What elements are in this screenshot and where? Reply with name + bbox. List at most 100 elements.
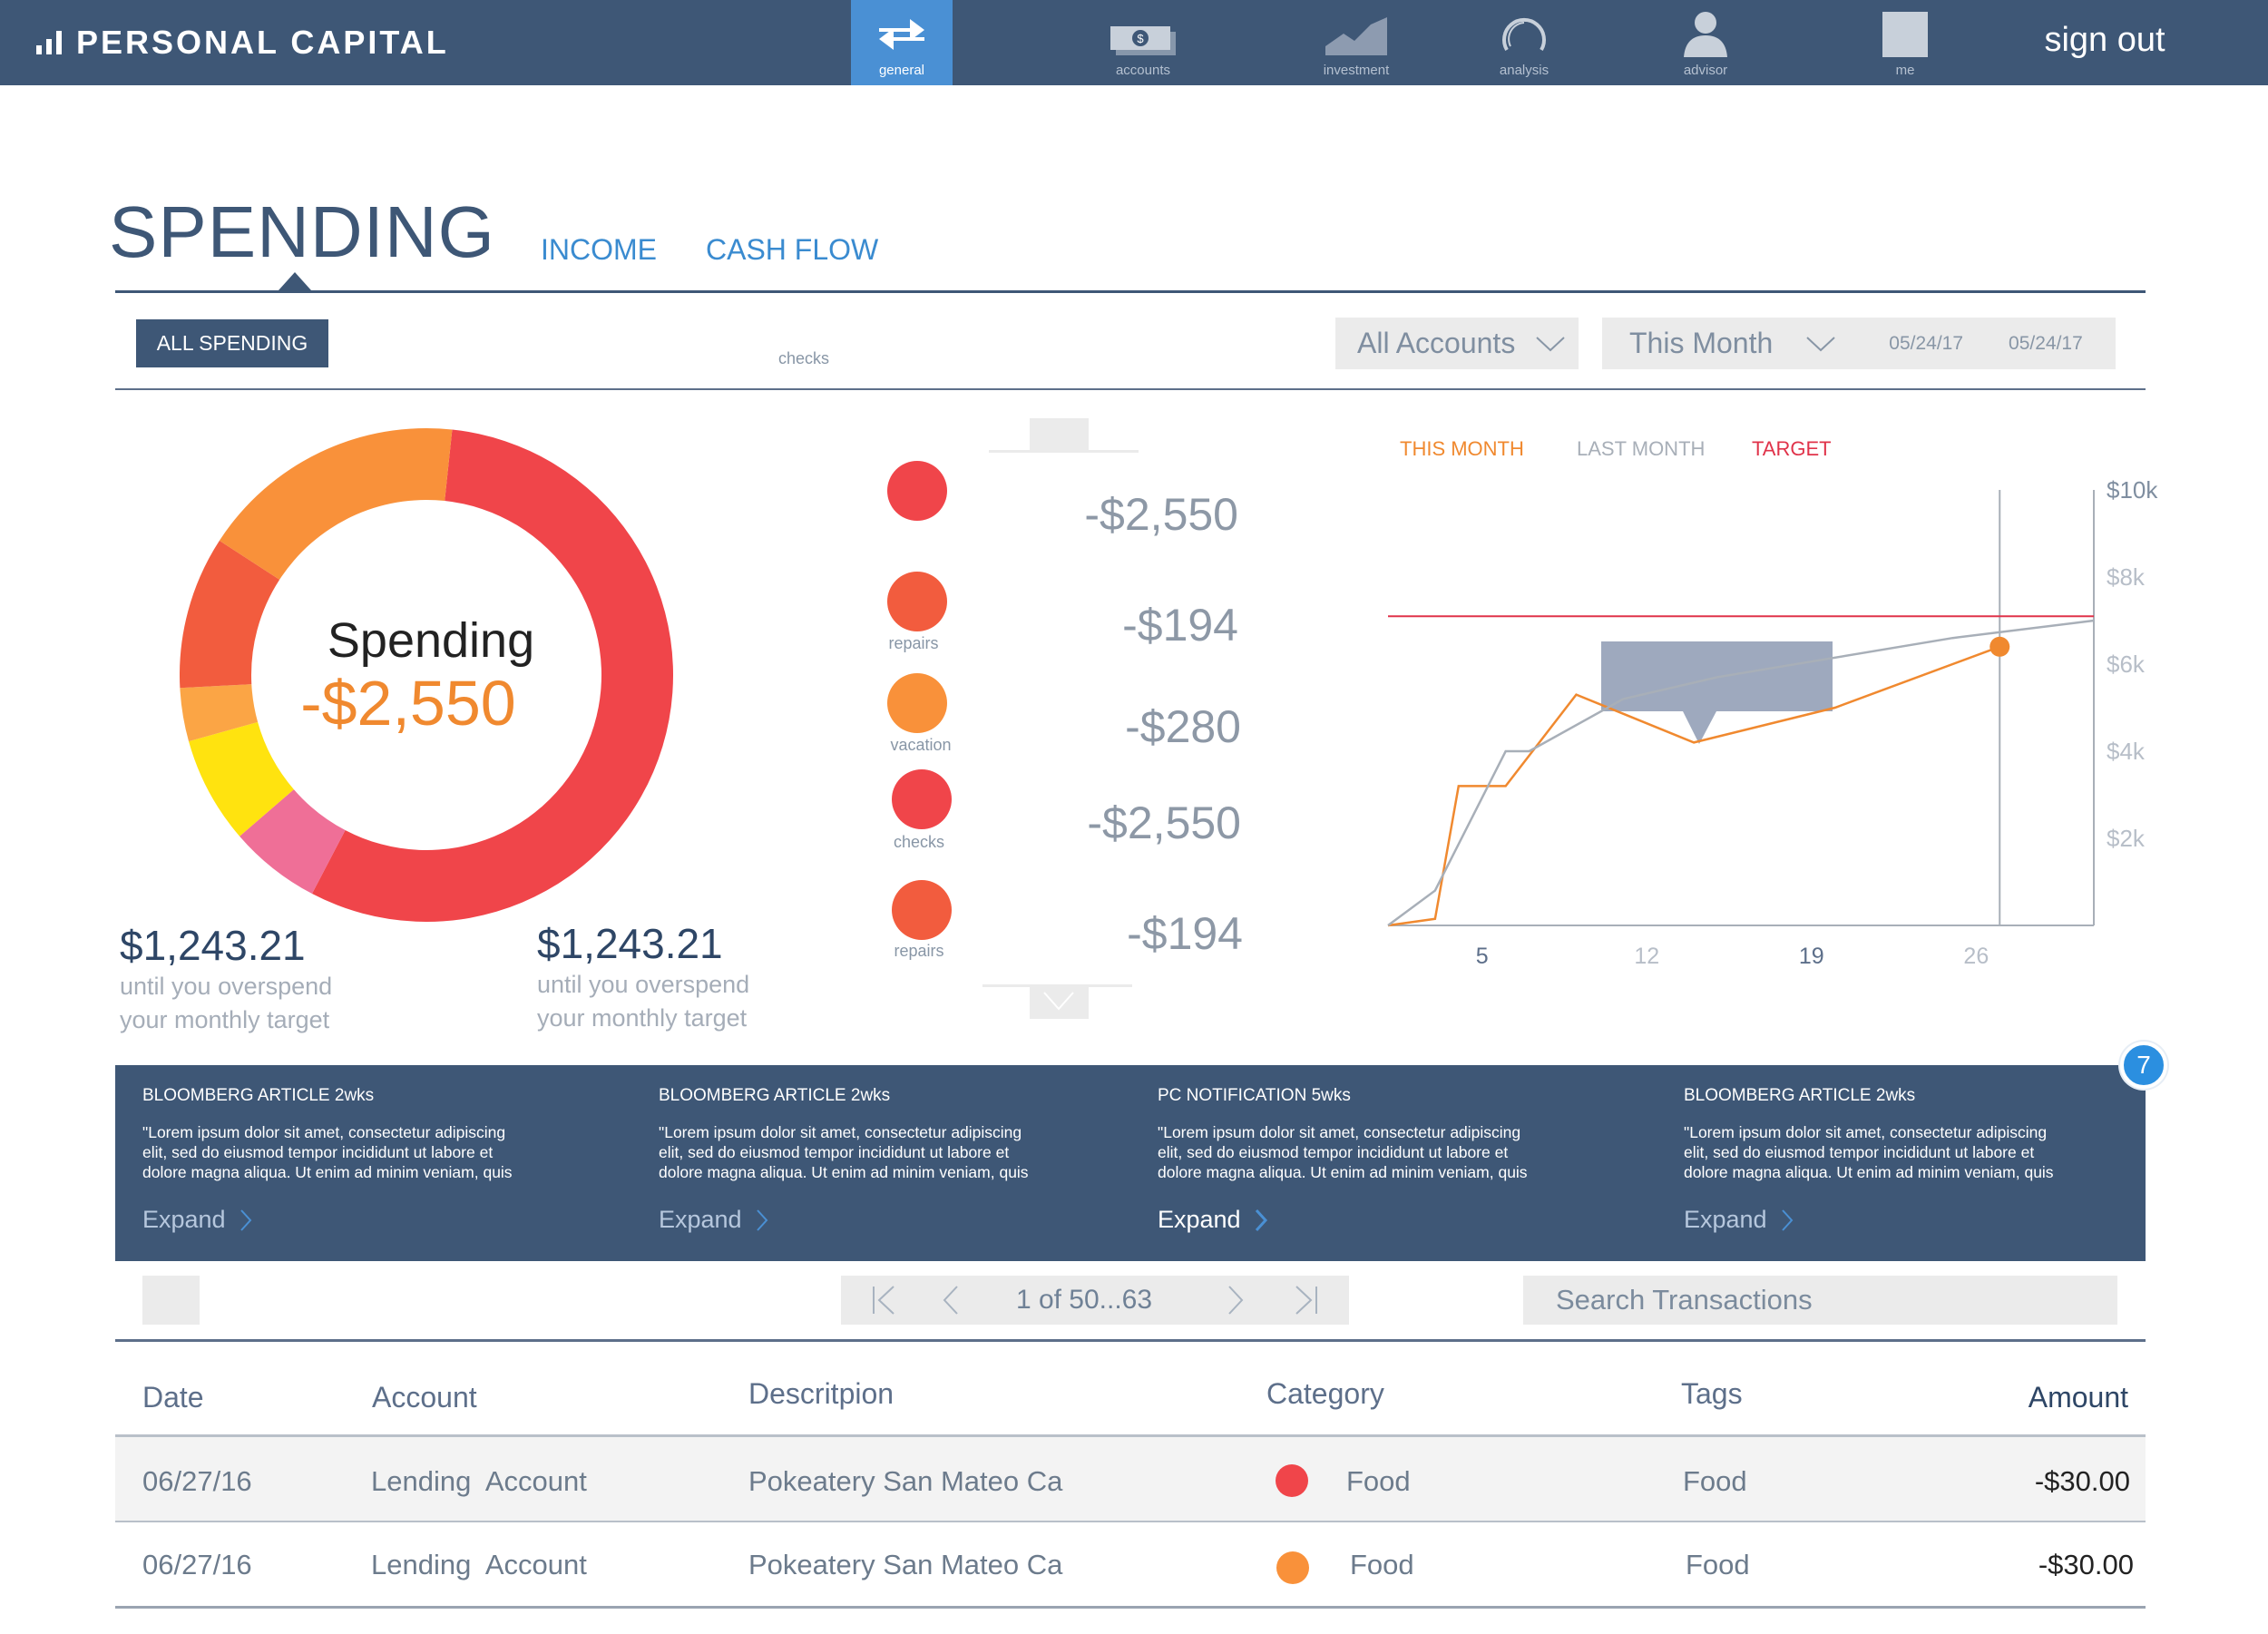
nav-label: accounts [1115,63,1171,78]
category-dot[interactable] [892,769,952,829]
category-color-dot [1276,1464,1308,1497]
news-line: dolore magna aliqua. Ut enim ad minim ve… [659,1163,1029,1181]
category-amount: -$194 [1122,600,1238,651]
column-header-tags[interactable]: Tags [1681,1377,1743,1410]
scroll-up-button[interactable] [1030,418,1089,450]
nav-item-me[interactable]: me [1860,0,1950,85]
cell-tags[interactable]: Food [1686,1549,1750,1580]
column-header-amount[interactable]: Amount [2028,1381,2128,1414]
nav-item-advisor[interactable]: advisor [1660,0,1751,85]
target-note: until you overspend [537,971,750,998]
table-row[interactable] [115,1437,2146,1521]
category-amount: -$2,550 [1087,797,1241,848]
divider [115,388,2146,390]
all-spending-button[interactable]: ALL SPENDING [136,319,328,367]
person-icon [1684,12,1727,57]
news-line: elit, sed do eiusmod tempor incididunt u… [142,1143,494,1161]
search-transactions-input[interactable] [1523,1276,2117,1325]
accounts-dropdown-value: All Accounts [1357,327,1516,359]
cash-icon: $ [1110,26,1176,55]
series-line-last-month[interactable] [1387,619,2095,927]
date-from[interactable]: 05/24/17 [1889,332,1964,354]
divider [982,984,1132,987]
tab-spending[interactable]: SPENDING [109,191,495,272]
donut-segment[interactable] [180,540,280,689]
category-dot[interactable] [892,880,952,940]
chevron-right-icon [1255,1208,1267,1231]
sign-out-button[interactable]: sign out [2044,20,2165,59]
donut-segment[interactable] [240,789,346,895]
target-amount: $1,243.21 [120,922,306,969]
category-dot[interactable] [887,572,947,631]
news-item: BLOOMBERG ARTICLE 2wks "Lorem ipsum dolo… [142,1086,542,1234]
news-body: "Lorem ipsum dolor sit amet, consectetur… [659,1122,1058,1182]
category-dot[interactable] [887,673,947,733]
category-amount: -$194 [1127,908,1243,959]
series-line-this-month[interactable] [1387,645,2000,927]
divider [115,1339,2146,1342]
category-label: vacation [890,736,952,754]
news-line: dolore magna aliqua. Ut enim ad minim ve… [1684,1163,2054,1181]
period-dropdown[interactable]: This Month 05/24/17 05/24/17 [1602,318,2116,369]
cell-description: Pokeatery San Mateo Ca [748,1465,1063,1497]
active-tab-caret-icon [279,272,311,290]
news-item: BLOOMBERG ARTICLE 2wks "Lorem ipsum dolo… [1684,1086,2083,1234]
nav-item-general[interactable]: general [851,0,953,85]
donut-segment[interactable] [180,684,259,742]
y-tick-label: $8k [2107,563,2146,591]
brand-logo[interactable]: PERSONAL CAPITAL [36,20,449,65]
nav-label: me [1895,63,1915,78]
first-page-icon[interactable] [870,1285,897,1316]
column-header-category[interactable]: Category [1266,1377,1384,1410]
cell-category[interactable]: Food [1346,1465,1411,1497]
donut-segment[interactable] [189,721,294,837]
chart-marker-point[interactable] [1989,636,2010,657]
chevron-down-icon [1043,992,1074,1011]
tab-income[interactable]: INCOME [541,233,657,266]
spending-donut-chart[interactable] [180,428,673,922]
svg-text:$: $ [1137,32,1144,45]
scroll-down-button[interactable] [1030,987,1089,1019]
news-line: "Lorem ipsum dolor sit amet, consectetur… [1684,1123,2048,1141]
last-page-icon[interactable] [1293,1285,1320,1316]
column-header-date[interactable]: Date [142,1381,204,1414]
date-to[interactable]: 05/24/17 [2009,332,2083,354]
donut-segment[interactable] [219,428,453,580]
column-header-account[interactable]: Account [372,1381,477,1414]
donut-segment[interactable] [311,429,673,922]
select-all-checkbox[interactable] [142,1276,200,1325]
previous-page-icon[interactable] [941,1285,961,1316]
gauge-icon [1502,17,1546,52]
news-line: "Lorem ipsum dolor sit amet, consectetur… [142,1123,506,1141]
x-tick-label: 5 [1476,944,1489,969]
nav-item-analysis[interactable]: analysis [1479,0,1569,85]
area-chart-icon [1325,17,1387,55]
tab-cash-flow[interactable]: CASH FLOW [706,233,879,266]
category-dot[interactable] [887,461,947,521]
y-tick-label: $6k [2107,651,2146,678]
divider [115,1606,2146,1609]
nav-item-accounts[interactable]: $ accounts [1098,0,1188,85]
news-body: "Lorem ipsum dolor sit amet, consectetur… [1158,1122,1557,1182]
cell-tags[interactable]: Food [1683,1465,1747,1497]
expand-link[interactable]: Expand [1684,1206,2083,1234]
period-dropdown-value: This Month [1629,327,1774,359]
spending-line-chart[interactable]: $10k $8k $6k $4k $2k 5 12 19 26 [1361,472,2177,980]
accounts-dropdown[interactable]: All Accounts [1335,318,1579,369]
x-tick-label: 26 [1963,944,1989,969]
expand-link[interactable]: Expand [659,1206,1058,1234]
news-source: PC NOTIFICATION 5wks [1158,1086,1351,1105]
expand-link[interactable]: Expand [142,1206,542,1234]
nav-item-investment[interactable]: investment [1306,0,1406,85]
next-page-icon[interactable] [1226,1285,1246,1316]
divider [115,1434,2146,1437]
legend-this-month[interactable]: THIS MONTH [1400,437,1524,460]
cell-category[interactable]: Food [1350,1549,1414,1580]
bar-chart-icon [36,31,62,54]
donut-value: -$2,550 [300,668,516,739]
legend-target[interactable]: TARGET [1752,437,1832,460]
column-header-description[interactable]: Descritpion [748,1377,894,1410]
legend-last-month[interactable]: LAST MONTH [1577,437,1706,460]
notification-count-badge[interactable]: 7 [2120,1042,2167,1089]
expand-link[interactable]: Expand [1158,1206,1557,1234]
